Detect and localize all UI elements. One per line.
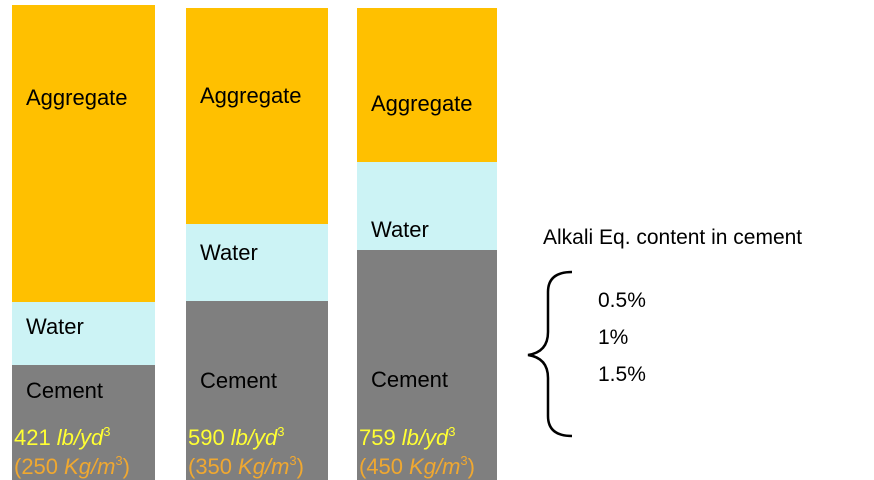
aggregate-segment — [186, 8, 328, 224]
segment-label: Aggregate — [371, 91, 473, 116]
segment-label: Cement — [200, 368, 277, 393]
unit: Kg/m — [64, 454, 115, 479]
number: 421 — [14, 425, 51, 450]
close: ) — [297, 454, 304, 479]
segment-label: Cement — [26, 378, 103, 403]
imperial-content: 421 lb/yd3 — [14, 424, 110, 450]
cement-segment — [186, 301, 328, 480]
cement-segment — [357, 250, 497, 480]
unit: lb/yd — [402, 425, 449, 450]
unit: Kg/m — [409, 454, 460, 479]
segment-label: Cement — [371, 367, 448, 392]
number: 759 — [359, 425, 396, 450]
segment-label: Water — [26, 314, 84, 339]
aggregate-segment — [12, 5, 155, 302]
unit: Kg/m — [238, 454, 289, 479]
water-segment — [186, 224, 328, 301]
metric-content: (250 Kg/m3) — [14, 453, 130, 479]
brace — [527, 270, 573, 438]
metric-content: (350 Kg/m3) — [188, 453, 304, 479]
cement-segment — [12, 365, 155, 480]
power: 3 — [103, 424, 110, 439]
water-segment — [12, 302, 155, 365]
segment-label: Water — [371, 217, 429, 242]
power: 3 — [448, 424, 455, 439]
number: 590 — [188, 425, 225, 450]
segment-label: Aggregate — [200, 83, 302, 108]
imperial-content: 590 lb/yd3 — [188, 424, 284, 450]
number: (350 — [188, 454, 232, 479]
segment-label: Water — [200, 240, 258, 265]
power: 3 — [277, 424, 284, 439]
imperial-content: 759 lb/yd3 — [359, 424, 455, 450]
number: (450 — [359, 454, 403, 479]
unit: lb/yd — [57, 425, 104, 450]
close: ) — [468, 454, 475, 479]
alkali-level: 0.5% — [598, 289, 646, 312]
power: 3 — [289, 453, 296, 468]
aggregate-segment — [357, 8, 497, 162]
power: 3 — [460, 453, 467, 468]
water-segment — [357, 162, 497, 250]
alkali-title: Alkali Eq. content in cement — [543, 226, 802, 249]
segment-label: Aggregate — [26, 85, 128, 110]
metric-content: (450 Kg/m3) — [359, 453, 475, 479]
number: (250 — [14, 454, 58, 479]
unit: lb/yd — [231, 425, 278, 450]
alkali-level: 1.5% — [598, 363, 646, 386]
close: ) — [123, 454, 130, 479]
power: 3 — [115, 453, 122, 468]
alkali-level: 1% — [598, 326, 628, 349]
